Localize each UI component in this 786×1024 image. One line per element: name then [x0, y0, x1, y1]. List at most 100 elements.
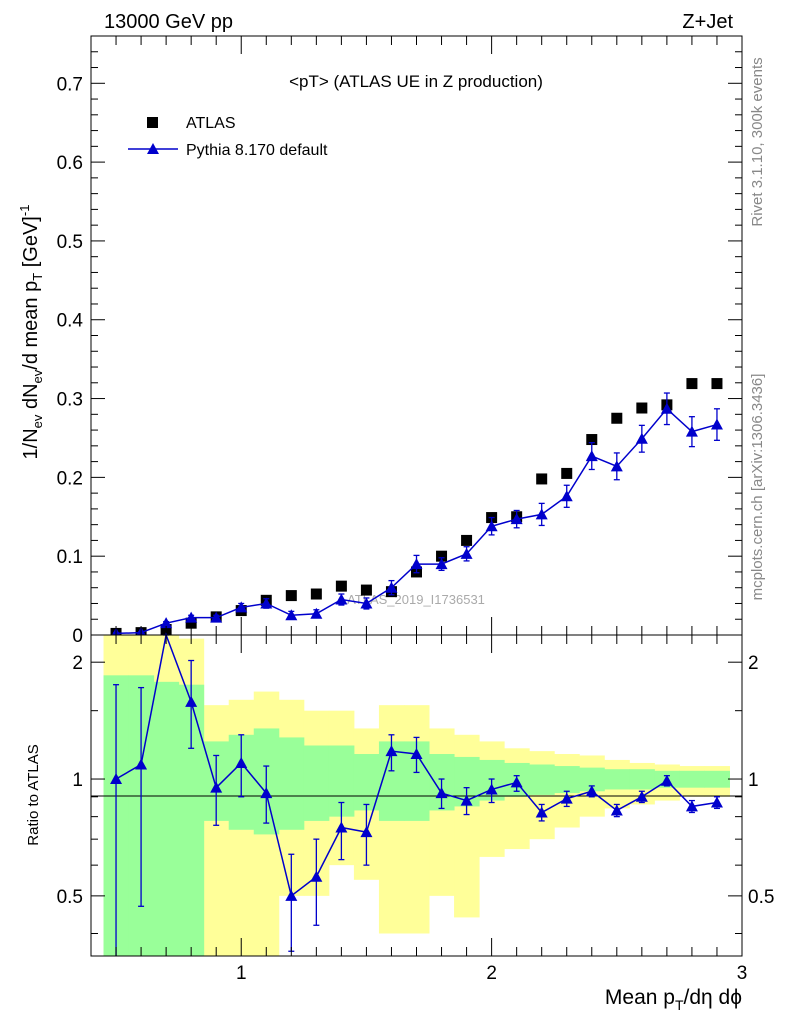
legend-label-atlas: ATLAS — [186, 115, 236, 132]
main-ytick-label: 0.3 — [57, 390, 83, 411]
watermark: ATLAS_2019_I1736531 — [347, 592, 485, 607]
main-y-axis-label: 1/Nev dNev/d mean pT [GeV]-1 — [17, 205, 45, 460]
pythia-data-point — [410, 558, 423, 570]
atlas-data-point — [561, 467, 573, 479]
ratio-band-inner — [629, 769, 655, 790]
pythia-data-point — [160, 617, 173, 629]
ratio-data-point — [660, 774, 673, 786]
legend-label-pythia: Pythia 8.170 default — [186, 142, 328, 159]
ratio-band-inner — [579, 767, 605, 792]
pythia-data-point — [660, 402, 673, 414]
atlas-data-point — [360, 584, 372, 596]
ratio-data-point — [560, 792, 573, 804]
x-tick-label: 3 — [737, 963, 748, 984]
pythia-data-point — [210, 611, 223, 623]
ratio-ytick-label-right: 2 — [748, 653, 759, 674]
pythia-data-point — [335, 593, 348, 605]
ratio-band-outer — [429, 728, 455, 896]
pythia-data-point — [710, 418, 723, 430]
ratio-data-point — [485, 783, 498, 795]
ratio-panel: 0.5 0.5 1 1 2 2 1 2 3 Ratio to ATLAS — [25, 632, 774, 984]
ratio-data-point — [610, 804, 623, 816]
main-panel: ATLAS_2019_I1736531 00.10.20.30.40.50.60… — [17, 35, 743, 647]
pythia-data-point — [585, 450, 598, 462]
ratio-data-point — [185, 695, 198, 707]
atlas-data-point — [285, 590, 297, 602]
main-axes: 0 0.1 0.2 0.3 0.4 0.5 0.6 0.7 — [57, 35, 743, 647]
ratio-data-point — [385, 745, 398, 757]
ratio-band-inner — [679, 770, 705, 788]
pythia-data-point — [535, 508, 548, 520]
x-tick-label: 1 — [236, 963, 247, 984]
ratio-band-inner — [353, 754, 380, 811]
ratio-data-point — [285, 889, 298, 901]
legend: ATLAS Pythia 8.170 default — [128, 115, 328, 159]
ratio-band-inner — [529, 764, 555, 795]
atlas-data-point — [711, 378, 723, 390]
atlas-data-point — [185, 617, 197, 629]
atlas-data-point — [686, 378, 698, 390]
pythia-data-point — [185, 611, 198, 623]
atlas-data-point — [586, 434, 598, 446]
x-axis-label: Mean pT/dη dϕ — [605, 986, 742, 1013]
atlas-data-point — [310, 588, 322, 600]
x-tick-label: 2 — [486, 963, 497, 984]
ratio-band-inner — [278, 737, 305, 830]
ratio-data-point — [635, 790, 648, 802]
ratio-data-point — [310, 870, 323, 882]
side-text-rivet: Rivet 3.1.10, 300k events — [749, 57, 766, 226]
ratio-y-axis-label: Ratio to ATLAS — [25, 744, 42, 845]
ratio-axes: 0.5 0.5 1 1 2 2 1 2 3 — [57, 635, 774, 984]
ratio-data-layer — [110, 632, 723, 956]
pythia-data-point — [635, 432, 648, 444]
ratio-ytick-label-right: 1 — [748, 770, 759, 791]
plot-title: <pT> (ATLAS UE in Z production) — [289, 72, 543, 91]
ratio-data-point — [210, 781, 223, 793]
ratio-band-inner — [604, 769, 630, 790]
atlas-data-point — [436, 550, 448, 562]
ratio-ytick-label: 1 — [72, 770, 83, 791]
ratio-band-outer — [529, 751, 555, 840]
ratio-ytick-label: 2 — [72, 653, 83, 674]
pythia-data-point — [235, 601, 248, 613]
main-ytick-label: 0.5 — [57, 232, 83, 253]
pythia-data-point — [510, 513, 523, 525]
pythia-data-point — [610, 460, 623, 472]
ratio-data-point — [235, 756, 248, 768]
main-ytick-label: 0.7 — [57, 74, 83, 95]
pythia-data-point — [685, 425, 698, 437]
pythia-data-point — [260, 597, 273, 609]
ratio-data-point — [360, 826, 373, 838]
atlas-data-point — [461, 534, 473, 546]
atlas-data-point — [536, 473, 548, 485]
atlas-data-point — [611, 412, 623, 424]
header-right: Z+Jet — [682, 11, 733, 33]
main-ytick-label: 0.4 — [57, 311, 84, 332]
ratio-data-point — [435, 787, 448, 799]
ratio-data-point — [460, 794, 473, 806]
main-data-layer — [110, 378, 723, 639]
ratio-data-point — [410, 748, 423, 760]
ratio-data-point — [260, 787, 273, 799]
atlas-data-point — [636, 402, 648, 414]
pythia-data-point — [310, 607, 323, 619]
ratio-band-inner — [704, 770, 730, 788]
pythia-data-point — [460, 547, 473, 559]
ratio-band-inner — [303, 745, 330, 821]
main-ytick-label: 0.2 — [57, 468, 83, 489]
legend-marker-pythia — [147, 143, 159, 154]
ratio-band-inner — [554, 766, 580, 794]
legend-marker-atlas — [147, 117, 158, 128]
pythia-data-point — [285, 609, 298, 621]
ratio-data-point — [685, 800, 698, 812]
side-text-mcplots: mcplots.cern.ch [arXiv:1306.3436] — [749, 374, 766, 601]
pythia-data-point — [360, 597, 373, 609]
main-ytick-label: 0.1 — [57, 547, 83, 568]
ratio-data-point — [510, 776, 523, 788]
pythia-data-point — [435, 558, 448, 570]
ratio-data-point — [135, 758, 148, 770]
pythia-data-point — [485, 520, 498, 532]
ratio-data-point — [535, 806, 548, 818]
pythia-data-point — [560, 490, 573, 502]
